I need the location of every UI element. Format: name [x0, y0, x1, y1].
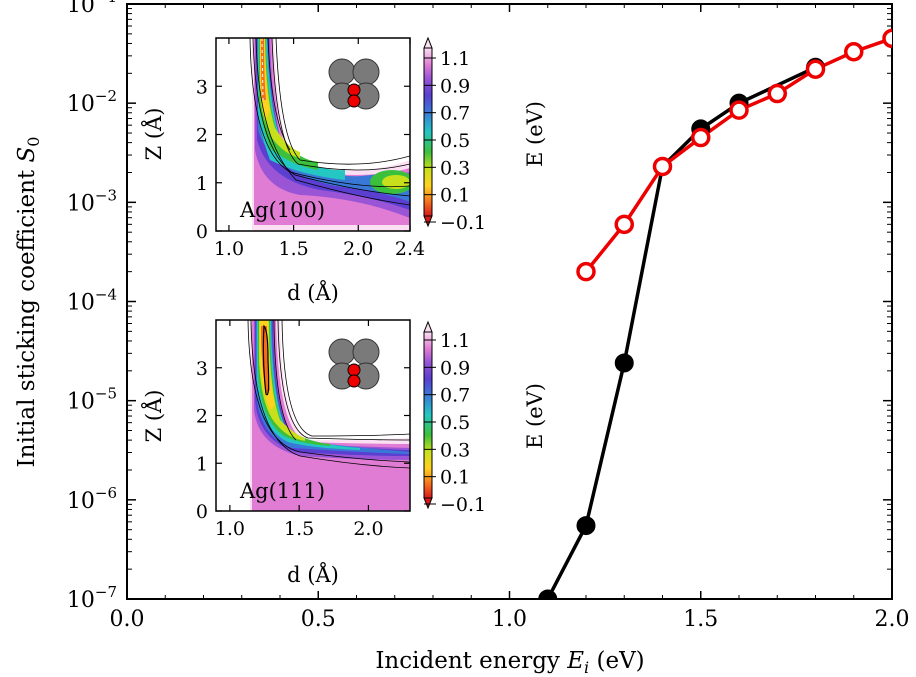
y-tick-label: 10−3: [67, 186, 117, 216]
inset-ag111-xlabel: d (Å): [287, 562, 339, 587]
main-axes: 0.0 0.5 1.0 1.5 2.0 10−7 10−6 10−5 10−4 10−3 10−2 1…: [67, 0, 910, 632]
y-axis-label-var: S: [14, 147, 40, 163]
inset-ag100-ylabel: Z (Å): [141, 108, 166, 161]
inset-ag100-surface-label: Ag(100): [239, 198, 325, 222]
inset-y-tick-label: 0: [196, 501, 208, 523]
colorbar-tick-label: 1.1: [440, 330, 470, 352]
series-1-point: [805, 59, 826, 79]
inset-y-tick-label: 2: [196, 406, 208, 428]
inset-ag100-colorbar: 1.1 0.9 0.7 0.5 0.3 0.1 −0.1 E (eV): [423, 36, 547, 234]
inset-ag111: Ag(111) 1.0 1.5 2.0 0 1 2 3 d (Å) Z (Å) 1.1 0.9…: [141, 319, 547, 587]
series-0-point: [576, 516, 596, 536]
y-tick-label: 10−2: [67, 87, 117, 117]
inset-x-tick-label: 1.0: [214, 238, 244, 260]
colorbar-tick-label: 0.9: [440, 357, 470, 379]
inset-ag100: Ag(100) 1.0 1.5 2.0 2.4 0 1 2 3 d (Å) Z (Å) 1.1…: [141, 36, 547, 305]
x-axis-label-main: Incident energy: [375, 648, 567, 674]
inset-y-tick-label: 1: [196, 453, 208, 475]
y-tick-label: 10−5: [67, 385, 117, 415]
y-tick-label: 10−4: [67, 286, 117, 316]
main-series: [538, 28, 892, 599]
series-0-point: [614, 353, 634, 373]
colorbar-tick-label: 0.3: [440, 439, 470, 461]
inset-y-tick-label: 3: [196, 76, 208, 98]
y-tick-label: 10−1: [67, 0, 117, 18]
series-1-line: [584, 36, 892, 273]
x-tick-label: 0.0: [110, 607, 145, 632]
series-1-point: [614, 214, 634, 235]
y-axis-label-sub: 0: [24, 137, 43, 147]
y-tick-label: 10−6: [67, 484, 117, 514]
colorbar-tick-label: 0.1: [440, 467, 470, 489]
inset-ag100-contour: Ag(100): [216, 38, 410, 231]
inset-ag100-axes: 1.0 1.5 2.0 2.4 0 1 2 3: [196, 38, 425, 260]
x-tick-label: 1.5: [683, 607, 718, 632]
inset-ag111-contour: Ag(111): [216, 320, 410, 511]
colorbar-tick-label: −0.1: [440, 212, 486, 234]
inset-x-tick-label: 2.0: [353, 518, 383, 540]
series-1-point: [882, 28, 892, 49]
x-axis-label: Incident energy Ei (eV): [375, 648, 644, 677]
y-tick-label: 10−7: [67, 583, 117, 613]
inset-x-tick-label: 2.0: [343, 238, 373, 260]
colorbar-tick-label: 0.5: [440, 412, 470, 434]
inset-x-tick-label: 1.5: [278, 238, 308, 260]
x-tick-label: 0.5: [301, 607, 336, 632]
inset-y-tick-label: 2: [196, 125, 208, 147]
y-axis-label: Initial sticking coefficient S0: [14, 137, 43, 468]
surface-atoms-icon: [328, 338, 380, 390]
x-axis-label-sub: i: [584, 658, 589, 677]
x-axis-label-var: E: [566, 648, 584, 674]
x-tick-label: 1.0: [492, 607, 527, 632]
inset-ag111-surface-label: Ag(111): [239, 479, 325, 503]
colorbar-tick-label: 1.1: [440, 48, 470, 70]
inset-ag100-colorbar-label: E (eV): [523, 101, 547, 167]
surface-atoms-icon: [328, 58, 380, 110]
y-axis-label-main: Initial sticking coefficient: [14, 163, 40, 468]
inset-x-tick-label: 2.4: [395, 238, 425, 260]
colorbar-tick-label: −0.1: [440, 494, 486, 516]
inset-ag100-xlabel: d (Å): [287, 280, 339, 305]
inset-x-tick-label: 1.0: [215, 518, 245, 540]
colorbar-tick-label: 0.7: [440, 385, 470, 407]
series-1-point: [729, 100, 749, 120]
series-1-point: [767, 83, 787, 104]
series-1-point: [576, 261, 596, 282]
inset-x-tick-label: 1.5: [284, 518, 314, 540]
series-1-point: [652, 156, 673, 177]
colorbar-tick-label: 0.3: [440, 157, 470, 179]
inset-y-tick-label: 0: [196, 221, 208, 243]
inset-y-tick-label: 3: [196, 358, 208, 380]
colorbar-tick-label: 0.5: [440, 130, 470, 152]
series-0-point: [538, 589, 558, 599]
x-axis-label-unit: (eV): [589, 648, 644, 674]
inset-y-tick-label: 1: [196, 173, 208, 195]
colorbar-tick-label: 0.1: [440, 185, 470, 207]
series-1-point: [844, 41, 864, 62]
colorbar-tick-label: 0.9: [440, 75, 470, 97]
inset-ag111-ylabel: Z (Å): [141, 390, 166, 443]
x-tick-label: 2.0: [875, 607, 910, 632]
inset-ag111-colorbar-label: E (eV): [523, 383, 547, 449]
series-1-point: [691, 127, 711, 148]
inset-ag111-colorbar: 1.1 0.9 0.7 0.5 0.3 0.1 −0.1 E (eV): [423, 320, 547, 516]
inset-ag111-axes: 1.0 1.5 2.0 0 1 2 3: [196, 320, 410, 540]
colorbar-tick-label: 0.7: [440, 103, 470, 125]
